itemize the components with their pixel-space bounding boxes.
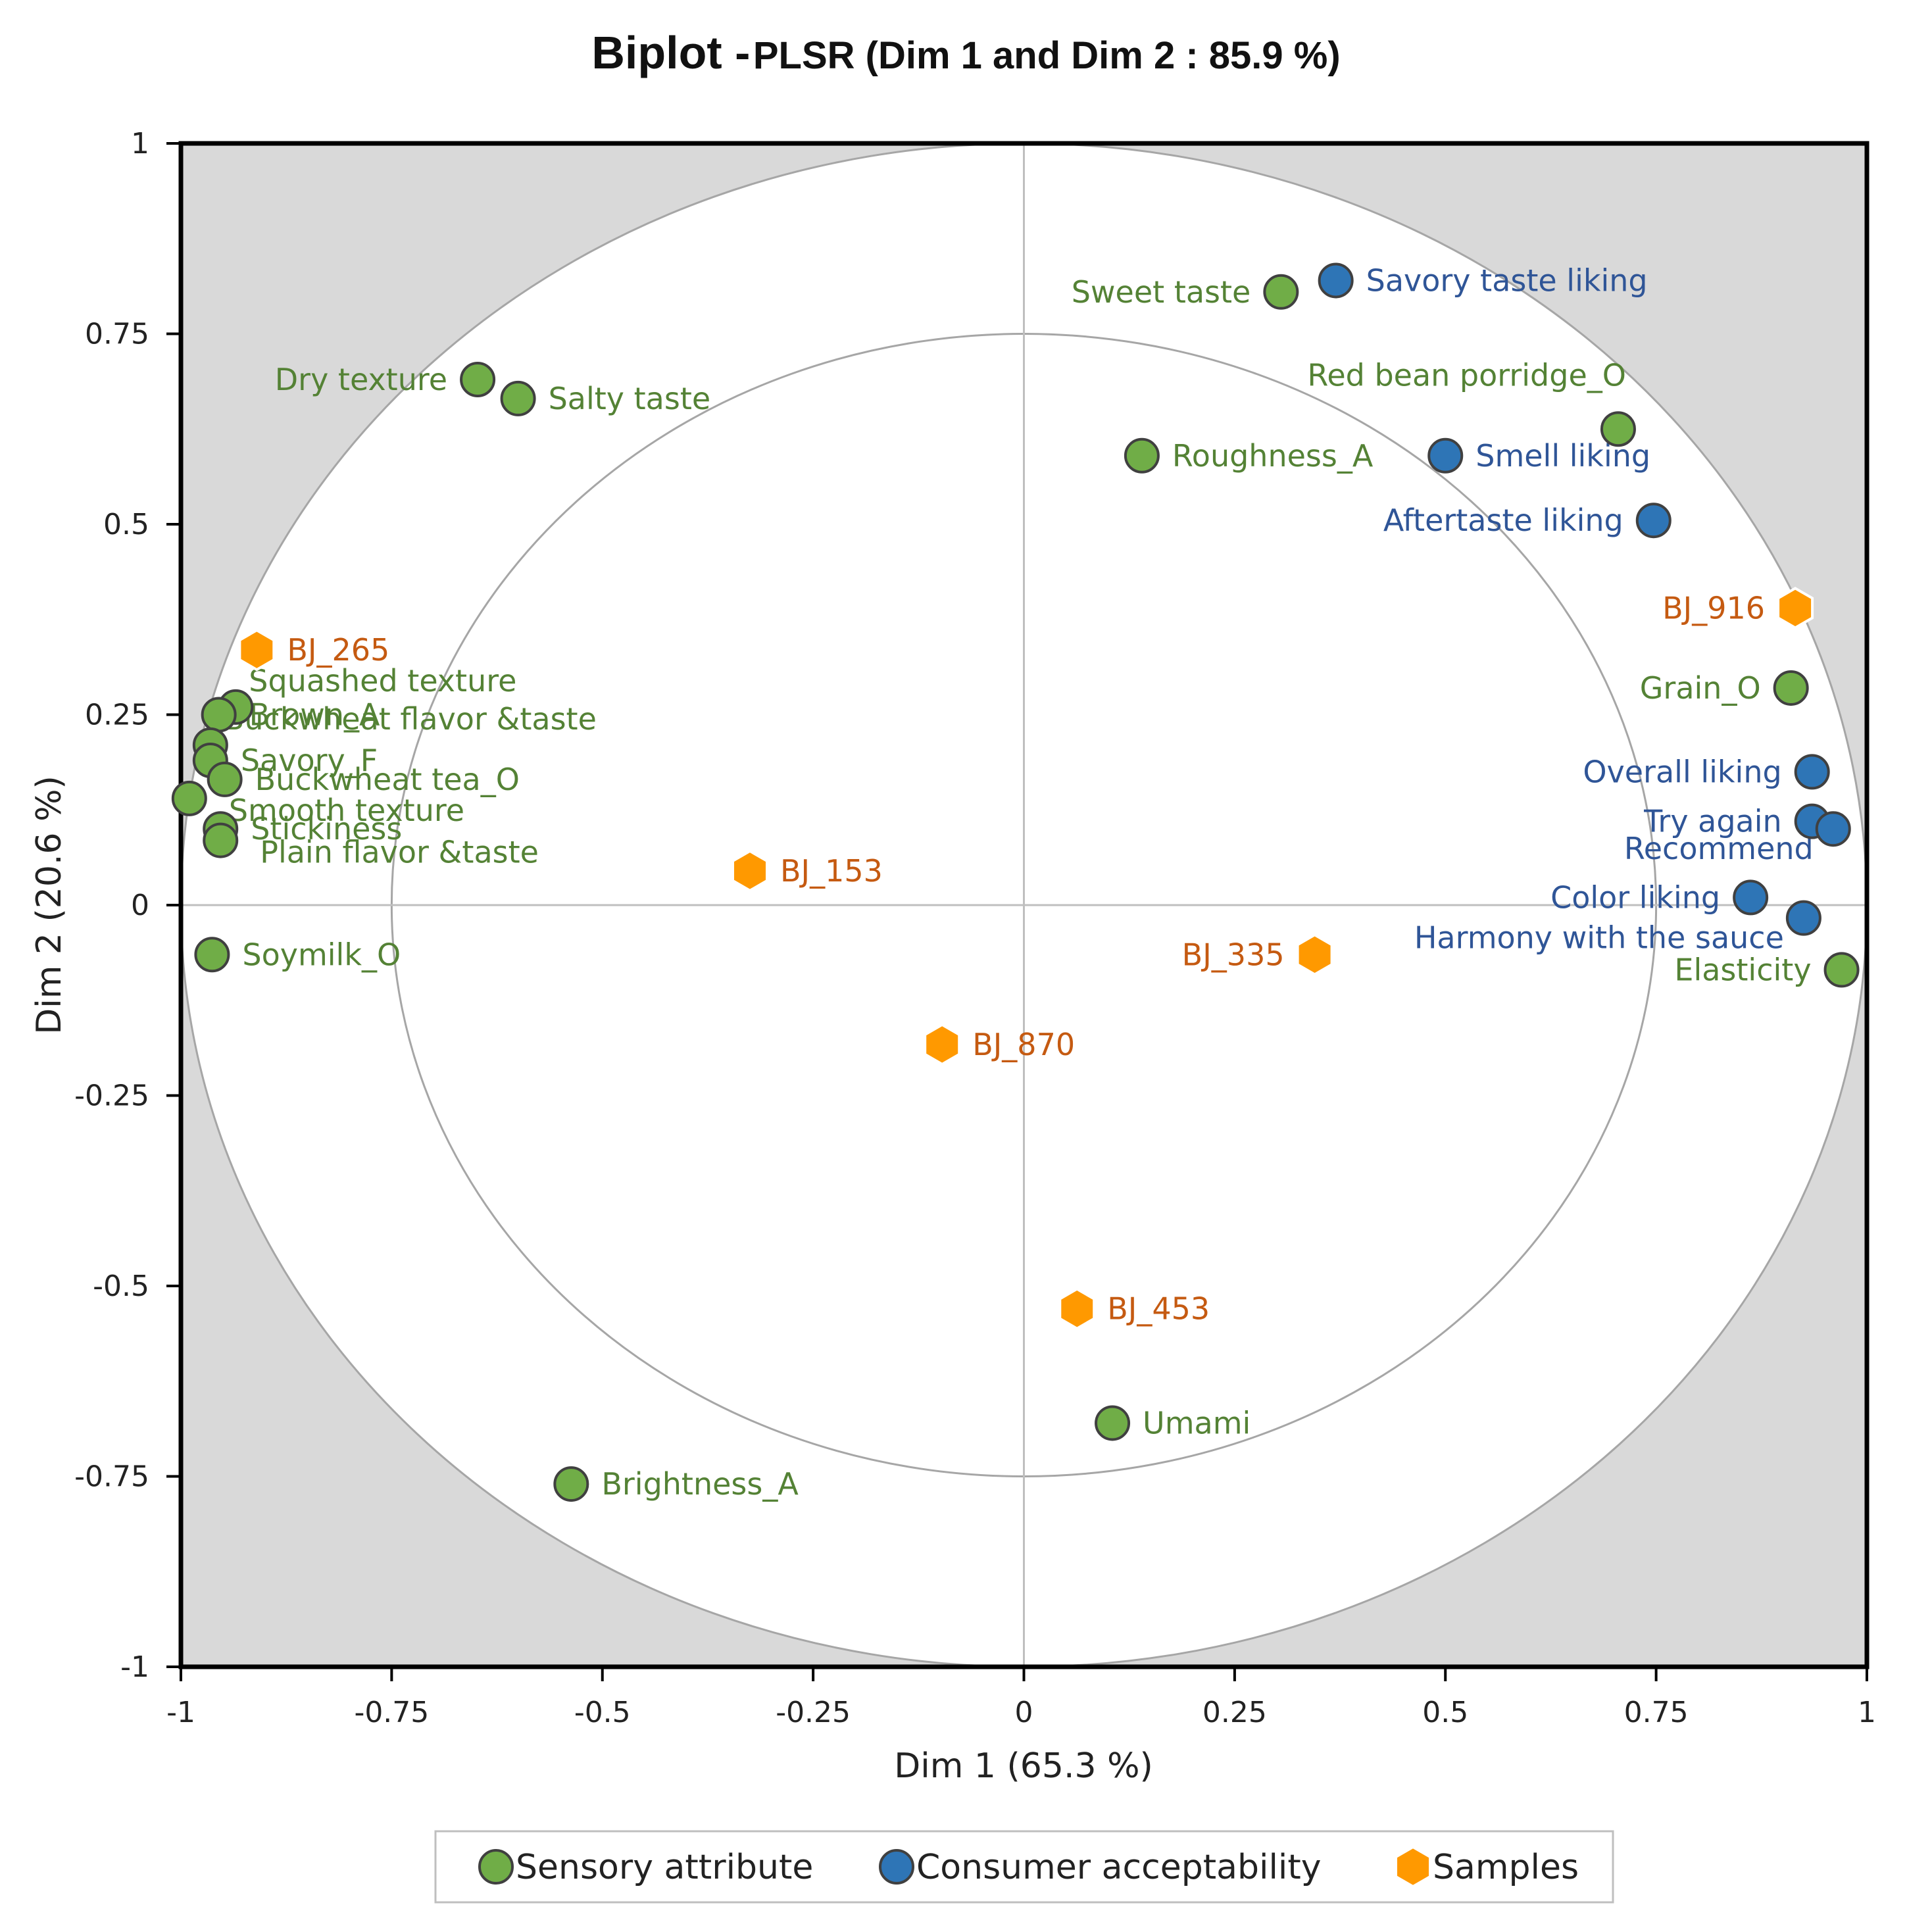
x-tick-label: -0.5 bbox=[574, 1696, 631, 1729]
point-label-plain-flavor-taste: Plain flavor &taste bbox=[260, 835, 539, 870]
point-label-recommend: Recommend bbox=[1624, 831, 1814, 866]
y-tick-label: -0.5 bbox=[93, 1270, 149, 1303]
point-aftertaste-liking bbox=[1635, 503, 1672, 539]
point-umami bbox=[1095, 1405, 1131, 1441]
x-tick-label: 1 bbox=[1858, 1696, 1876, 1729]
chart-title-sub: PLSR (Dim 1 and Dim 2 : 85.9 %) bbox=[753, 34, 1341, 77]
y-tick-label: 0 bbox=[131, 889, 149, 922]
legend-marker-consumer-acceptability bbox=[879, 1849, 914, 1885]
point-elasticity bbox=[1823, 952, 1860, 988]
x-tick-label: 0.5 bbox=[1422, 1696, 1468, 1729]
point-bj-335 bbox=[1296, 933, 1333, 976]
point-label-sweet-taste: Sweet taste bbox=[1072, 274, 1251, 310]
point-label-harmony-with-the-sauce: Harmony with the sauce bbox=[1414, 920, 1784, 956]
point-label-brightness-a: Brightness_A bbox=[601, 1466, 799, 1502]
point-soymilk-o bbox=[194, 937, 230, 973]
point-label-salty-taste: Salty taste bbox=[549, 381, 711, 416]
point-label-roughness-a: Roughness_A bbox=[1172, 438, 1374, 474]
legend-marker-samples bbox=[1395, 1845, 1431, 1888]
point-brightness-a bbox=[553, 1466, 589, 1502]
y-axis-title: Dim 2 (20.6 %) bbox=[30, 776, 69, 1035]
legend-label-consumer-acceptability: Consumer acceptability bbox=[916, 1848, 1322, 1887]
point-label-red-bean-porridge-o: Red bean porridge_O bbox=[1307, 357, 1626, 393]
point-smell-liking bbox=[1427, 437, 1464, 474]
point-label-bj-335: BJ_335 bbox=[1182, 937, 1285, 972]
legend-marker-sensory-attribute bbox=[478, 1849, 514, 1885]
point-label-grain-o: Grain_O bbox=[1640, 670, 1761, 706]
point-bj-870 bbox=[924, 1023, 961, 1066]
point-label-umami: Umami bbox=[1143, 1405, 1251, 1441]
y-tick-label: -1 bbox=[120, 1650, 149, 1684]
x-tick-label: 0.25 bbox=[1202, 1696, 1267, 1729]
y-tick-label: -0.25 bbox=[74, 1079, 149, 1113]
point-label-buckwheat-flavor-taste: Buckwheat flavor &taste bbox=[224, 701, 597, 737]
point-label-bj-916: BJ_916 bbox=[1662, 590, 1765, 626]
point-plain-flavor-taste bbox=[203, 822, 239, 858]
x-tick-label: -0.75 bbox=[354, 1696, 429, 1729]
point-overall-liking bbox=[1794, 754, 1830, 790]
y-tick-label: -0.75 bbox=[74, 1460, 149, 1494]
point-label-color-liking: Color liking bbox=[1550, 879, 1720, 915]
point-label-overall-liking: Overall liking bbox=[1583, 754, 1781, 789]
point-label-aftertaste-liking: Aftertaste liking bbox=[1383, 503, 1623, 538]
x-tick-label: -1 bbox=[166, 1696, 195, 1729]
point-label-elasticity: Elasticity bbox=[1674, 952, 1811, 987]
point-red-bean-porridge-o bbox=[1600, 411, 1636, 447]
legend-label-samples: Samples bbox=[1433, 1848, 1579, 1887]
point-label-bj-265: BJ_265 bbox=[287, 632, 389, 668]
chart-title-main: Biplot - bbox=[591, 27, 751, 78]
point-label-buckwheat-tea-o: Buckwheat tea_O bbox=[255, 762, 520, 797]
point-grain-o bbox=[1773, 670, 1809, 706]
point-label-smooth-texture: Smooth texture bbox=[229, 793, 464, 828]
point-savory-taste-liking bbox=[1318, 262, 1354, 299]
point-bj-453 bbox=[1058, 1287, 1096, 1331]
point-bj-153 bbox=[731, 849, 768, 893]
point-buckwheat-tea-o bbox=[207, 761, 243, 797]
point-label-bj-453: BJ_453 bbox=[1107, 1291, 1210, 1327]
point-roughness-a bbox=[1124, 437, 1160, 474]
y-tick-label: 1 bbox=[131, 127, 149, 160]
point-recommend bbox=[1815, 811, 1851, 847]
point-label-brown-a: Brown_A bbox=[249, 697, 380, 733]
point-label-bj-870: BJ_870 bbox=[972, 1027, 1075, 1062]
y-tick-label: 0.25 bbox=[85, 699, 149, 732]
legend: Sensory attribute Consumer acceptability S… bbox=[434, 1830, 1614, 1904]
legend-label-sensory-attribute: Sensory attribute bbox=[516, 1848, 813, 1887]
point-bj-916 bbox=[1777, 587, 1814, 629]
point-label-try-again: Try again bbox=[1643, 804, 1782, 839]
point-label-squashed-texture: Squashed texture bbox=[249, 663, 516, 699]
point-label-bj-153: BJ_153 bbox=[780, 853, 883, 889]
point-smooth-texture bbox=[171, 780, 207, 816]
point-harmony-with-the-sauce bbox=[1785, 900, 1821, 936]
point-sweet-taste bbox=[1263, 274, 1299, 310]
point-brown-a bbox=[201, 697, 237, 733]
point-salty-taste bbox=[500, 380, 536, 416]
x-axis-title: Dim 1 (65.3 %) bbox=[894, 1746, 1153, 1786]
y-tick-label: 0.5 bbox=[103, 508, 149, 541]
x-tick-label: 0.75 bbox=[1624, 1696, 1689, 1729]
chart-title: Biplot - PLSR (Dim 1 and Dim 2 : 85.9 %) bbox=[0, 26, 1932, 79]
point-dry-texture bbox=[460, 361, 496, 397]
point-label-stickiness: Stickiness bbox=[251, 811, 402, 847]
x-tick-label: 0 bbox=[1015, 1696, 1033, 1729]
y-tick-label: 0.75 bbox=[85, 318, 149, 351]
point-label-savory-f: Savory_F bbox=[241, 743, 378, 778]
point-label-soymilk-o: Soymilk_O bbox=[242, 937, 401, 972]
point-bj-265 bbox=[238, 628, 276, 672]
x-tick-label: -0.25 bbox=[776, 1696, 851, 1729]
point-label-dry-texture: Dry texture bbox=[275, 362, 447, 397]
point-color-liking bbox=[1733, 879, 1769, 916]
point-label-savory-taste-liking: Savory taste liking bbox=[1366, 262, 1648, 298]
